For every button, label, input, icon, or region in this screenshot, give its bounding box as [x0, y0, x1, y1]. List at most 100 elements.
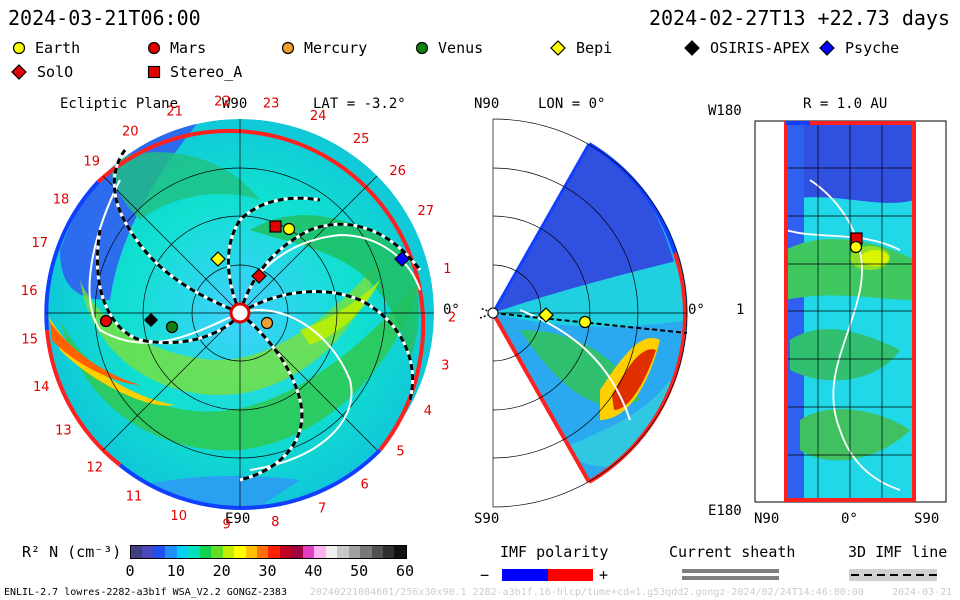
psyche-marker-icon [394, 251, 410, 267]
legend-label: Mars [170, 39, 207, 57]
sun-icon [229, 302, 251, 324]
current-sheath-title: Current sheath [669, 543, 796, 561]
colorbar-segment [337, 546, 349, 558]
day-tick-label: 23 [263, 96, 280, 111]
colorbar-segment [268, 546, 280, 558]
colorbar-segment [165, 546, 177, 558]
latlon-bottom-left-label: E180 [708, 503, 742, 519]
mars-marker-icon [147, 41, 161, 55]
day-tick-label: 5 [396, 445, 404, 460]
mercury-marker-icon [260, 316, 274, 330]
earth-marker-icon [12, 41, 26, 55]
colorbar-tick-label: 20 [212, 562, 231, 580]
mars-marker-icon [99, 314, 113, 328]
ecliptic-title: Ecliptic Plane [60, 96, 179, 112]
legend-label: SolO [37, 63, 74, 81]
day-tick-label: 3 [441, 359, 449, 374]
stereo-a-marker-icon [147, 65, 161, 79]
current-sheath-swatch-bottom [682, 576, 779, 580]
legend-item-venus: Venus [415, 39, 483, 57]
day-tick-label: 18 [53, 192, 70, 207]
latlon-x-label-zero: 0° [841, 511, 858, 527]
meridional-top-label: N90 [474, 96, 500, 112]
run-info: 20240221084601/256x30x90.1 2282-a3b1f.16… [310, 587, 864, 598]
colorbar-segment [245, 546, 257, 558]
legend-item-osiris-apex: OSIRIS-APEX [683, 39, 809, 57]
legend-label: Venus [438, 39, 484, 57]
ecliptic-bottom-label: E90 [225, 511, 251, 527]
colorbar-segment [291, 546, 303, 558]
legend-item-stereo-a: Stereo_A [147, 63, 242, 81]
colorbar-ticks: 0 10 20 30 40 50 60 [125, 562, 414, 582]
day-tick-label: 16 [21, 284, 38, 299]
day-tick-label: 17 [32, 236, 49, 251]
day-tick-label: 22 [214, 95, 231, 110]
colorbar-segment [199, 546, 212, 558]
legend-item-psyche: Psyche [818, 39, 899, 57]
venus-marker-icon [415, 41, 429, 55]
colorbar-label: R² N (cm⁻³) [22, 543, 122, 561]
imf-polarity-plus: + [599, 566, 609, 584]
legend-item-solo: SolO [10, 63, 73, 81]
colorbar-segment [302, 546, 315, 558]
colorbar-tick-label: 10 [166, 562, 185, 580]
colorbar-segment [325, 546, 338, 558]
colorbar-segment [371, 546, 383, 558]
colorbar-segment [222, 546, 235, 558]
model-info: ENLIL-2.7 lowres-2282-a3b1f WSA_V2.2 GON… [4, 587, 287, 598]
osiris-apex-marker-icon [684, 40, 700, 56]
colorbar-segment [234, 546, 246, 558]
venus-marker-icon [165, 320, 179, 334]
day-tick-label: 2 [448, 310, 456, 325]
day-tick-label: 11 [126, 490, 143, 505]
day-tick-label: 9 [222, 518, 230, 533]
ecliptic-right-label: 0° [443, 302, 460, 318]
legend-item-earth: Earth [12, 39, 80, 57]
colorbar-segment [256, 546, 269, 558]
day-tick-label: 14 [33, 380, 50, 395]
day-tick-label: 6 [360, 478, 368, 493]
legend-item-mercury: Mercury [281, 39, 367, 57]
legend-label: Psyche [845, 39, 900, 57]
simulation-time: 2024-03-21T06:00 [8, 6, 201, 30]
colorbar-segment [131, 546, 143, 558]
legend-item-bepi: Bepi [549, 39, 612, 57]
day-tick-label: 20 [122, 125, 139, 140]
day-tick-label: 10 [170, 509, 187, 524]
colorbar-segment [394, 546, 406, 558]
colorbar-tick-label: 40 [304, 562, 323, 580]
meridional-longitude: LON = 0° [538, 96, 606, 112]
meridional-bottom-label: S90 [474, 511, 500, 527]
legend-label: OSIRIS-APEX [710, 39, 810, 57]
legend-label: Mercury [304, 39, 368, 57]
day-tick-label: 8 [271, 515, 279, 530]
colorbar-segment [314, 546, 326, 558]
run-date: 2024-03-21 [892, 587, 953, 598]
colorbar-tick-label: 60 [395, 562, 415, 580]
latlon-x-label-south: S90 [914, 511, 940, 527]
legend-label: Earth [35, 39, 81, 57]
colorbar-segment [176, 546, 189, 558]
legend-label: Bepi [576, 39, 613, 57]
day-tick-label: 26 [389, 164, 406, 179]
osiris-apex-marker-icon [144, 313, 158, 327]
psyche-marker-icon [819, 40, 835, 56]
day-tick-label: 12 [87, 461, 104, 476]
colorbar-segment [153, 546, 166, 558]
latlon-x-label-north: N90 [754, 511, 780, 527]
colorbar-tick-label: 50 [350, 562, 369, 580]
day-tick-label: 25 [353, 132, 370, 147]
day-tick-label: 1 [443, 262, 451, 277]
colorbar-segment [211, 546, 223, 558]
bepi-marker-icon [210, 251, 226, 267]
colorbar-tick-label: 0 [125, 562, 135, 580]
legend-item-mars: Mars [147, 39, 206, 57]
mercury-marker-icon [281, 41, 295, 55]
solo-marker-icon [11, 64, 27, 80]
ecliptic-top-label: W90 [222, 96, 248, 112]
ecliptic-latitude: LAT = -3.2° [313, 96, 406, 112]
earth-marker-icon [578, 315, 592, 329]
